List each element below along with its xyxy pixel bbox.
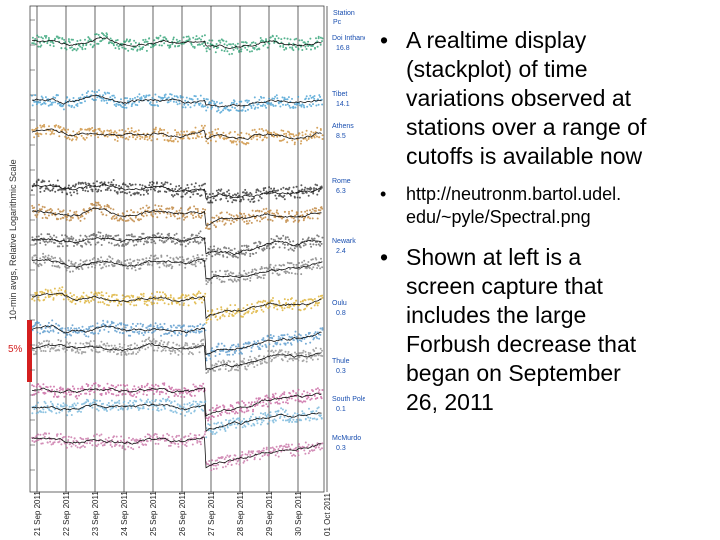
bullet-text: cutoffs is available now	[406, 143, 643, 169]
scale-bar	[27, 320, 32, 382]
bullet-mark: •	[380, 244, 389, 270]
station-cutoff: 0.3	[336, 445, 346, 452]
trace	[31, 236, 322, 256]
bullet-text: includes the large	[406, 302, 587, 328]
trace	[31, 403, 322, 433]
header-label: Pc	[333, 19, 342, 26]
station-name: Athens	[332, 123, 354, 130]
station-name: Thule	[332, 358, 350, 365]
bullet-list: • A realtime display (stackplot) of time va…	[378, 26, 713, 429]
bullet-text: 26, 2011	[406, 389, 494, 415]
trace	[31, 36, 322, 49]
bullet-text: A realtime display	[406, 27, 587, 53]
trace	[31, 258, 322, 280]
trace	[31, 325, 322, 356]
bullet-text: (stackplot) of time	[406, 56, 588, 82]
date-label: 29 Sep 2011	[265, 491, 274, 536]
date-label: 27 Sep 2011	[207, 491, 216, 536]
trace-dots	[31, 89, 324, 114]
bullet: • http://neutronm.bartol.udel. edu/~pyle/S…	[378, 183, 713, 229]
station-cutoff: 16.8	[336, 45, 350, 52]
date-label: 25 Sep 2011	[149, 491, 158, 536]
bullet-text: variations observed at	[406, 85, 632, 111]
trace	[31, 207, 322, 226]
station-name: Doi Inthanon	[332, 35, 365, 42]
bullet-text: began on September	[406, 360, 621, 386]
trace	[31, 343, 322, 371]
stackplot: 10-min avgs, Relative Logarithmic Scale …	[8, 5, 365, 536]
station-cutoff: 8.5	[336, 133, 346, 140]
bullet-text: http://neutronm.bartol.udel.	[406, 184, 622, 204]
station-name: South Pole	[332, 396, 365, 403]
bullet-mark: •	[380, 184, 387, 204]
trace-dots	[31, 397, 323, 439]
station-cutoff: 6.3	[336, 188, 346, 195]
trace	[31, 128, 322, 140]
trace-dots	[31, 336, 324, 374]
date-label: 23 Sep 2011	[91, 491, 100, 536]
bullet-mark: •	[380, 27, 389, 53]
station-name: McMurdo	[332, 435, 361, 442]
station-cutoff: 14.1	[336, 101, 350, 108]
date-label: 26 Sep 2011	[178, 491, 187, 536]
trace	[31, 94, 322, 108]
bullet: • A realtime display (stackplot) of time va…	[378, 26, 713, 171]
station-name: Tibet	[332, 91, 347, 98]
station-cutoff: 0.8	[336, 310, 346, 317]
scale-label: 5%	[8, 344, 23, 355]
trace-dots	[31, 178, 323, 204]
bullet-text: stations over a range of	[406, 114, 647, 140]
station-name: Rome	[332, 178, 351, 185]
trace	[31, 387, 322, 417]
date-label: 30 Sep 2011	[294, 491, 303, 536]
date-label: 28 Sep 2011	[236, 491, 245, 536]
bullet-text: screen capture that	[406, 273, 603, 299]
header-label: Station	[333, 10, 355, 17]
bullet-text: Forbush decrease that	[406, 331, 637, 357]
trace	[31, 292, 322, 320]
y-axis-label: 10-min avgs, Relative Logarithmic Scale	[8, 159, 18, 320]
trace	[31, 436, 322, 469]
date-label: 22 Sep 2011	[62, 491, 71, 536]
station-cutoff: 0.1	[336, 406, 346, 413]
trace-dots	[31, 430, 324, 472]
trace-dots	[31, 230, 324, 260]
trace-dots	[31, 252, 324, 286]
bullet-text: Shown at left is a	[406, 244, 582, 270]
trace	[31, 183, 322, 199]
plot-frame	[29, 5, 325, 493]
station-name: Oulu	[332, 300, 347, 307]
station-cutoff: 0.3	[336, 368, 346, 375]
station-cutoff: 2.4	[336, 248, 346, 255]
station-name: Newark	[332, 238, 356, 245]
bullet-text: edu/~pyle/Spectral.png	[406, 207, 591, 227]
date-label: 21 Sep 2011	[33, 491, 42, 536]
date-label: 24 Sep 2011	[120, 491, 129, 536]
date-label: 01 Oct 2011	[323, 492, 332, 536]
bullet: • Shown at left is a screen capture that in…	[378, 243, 713, 417]
